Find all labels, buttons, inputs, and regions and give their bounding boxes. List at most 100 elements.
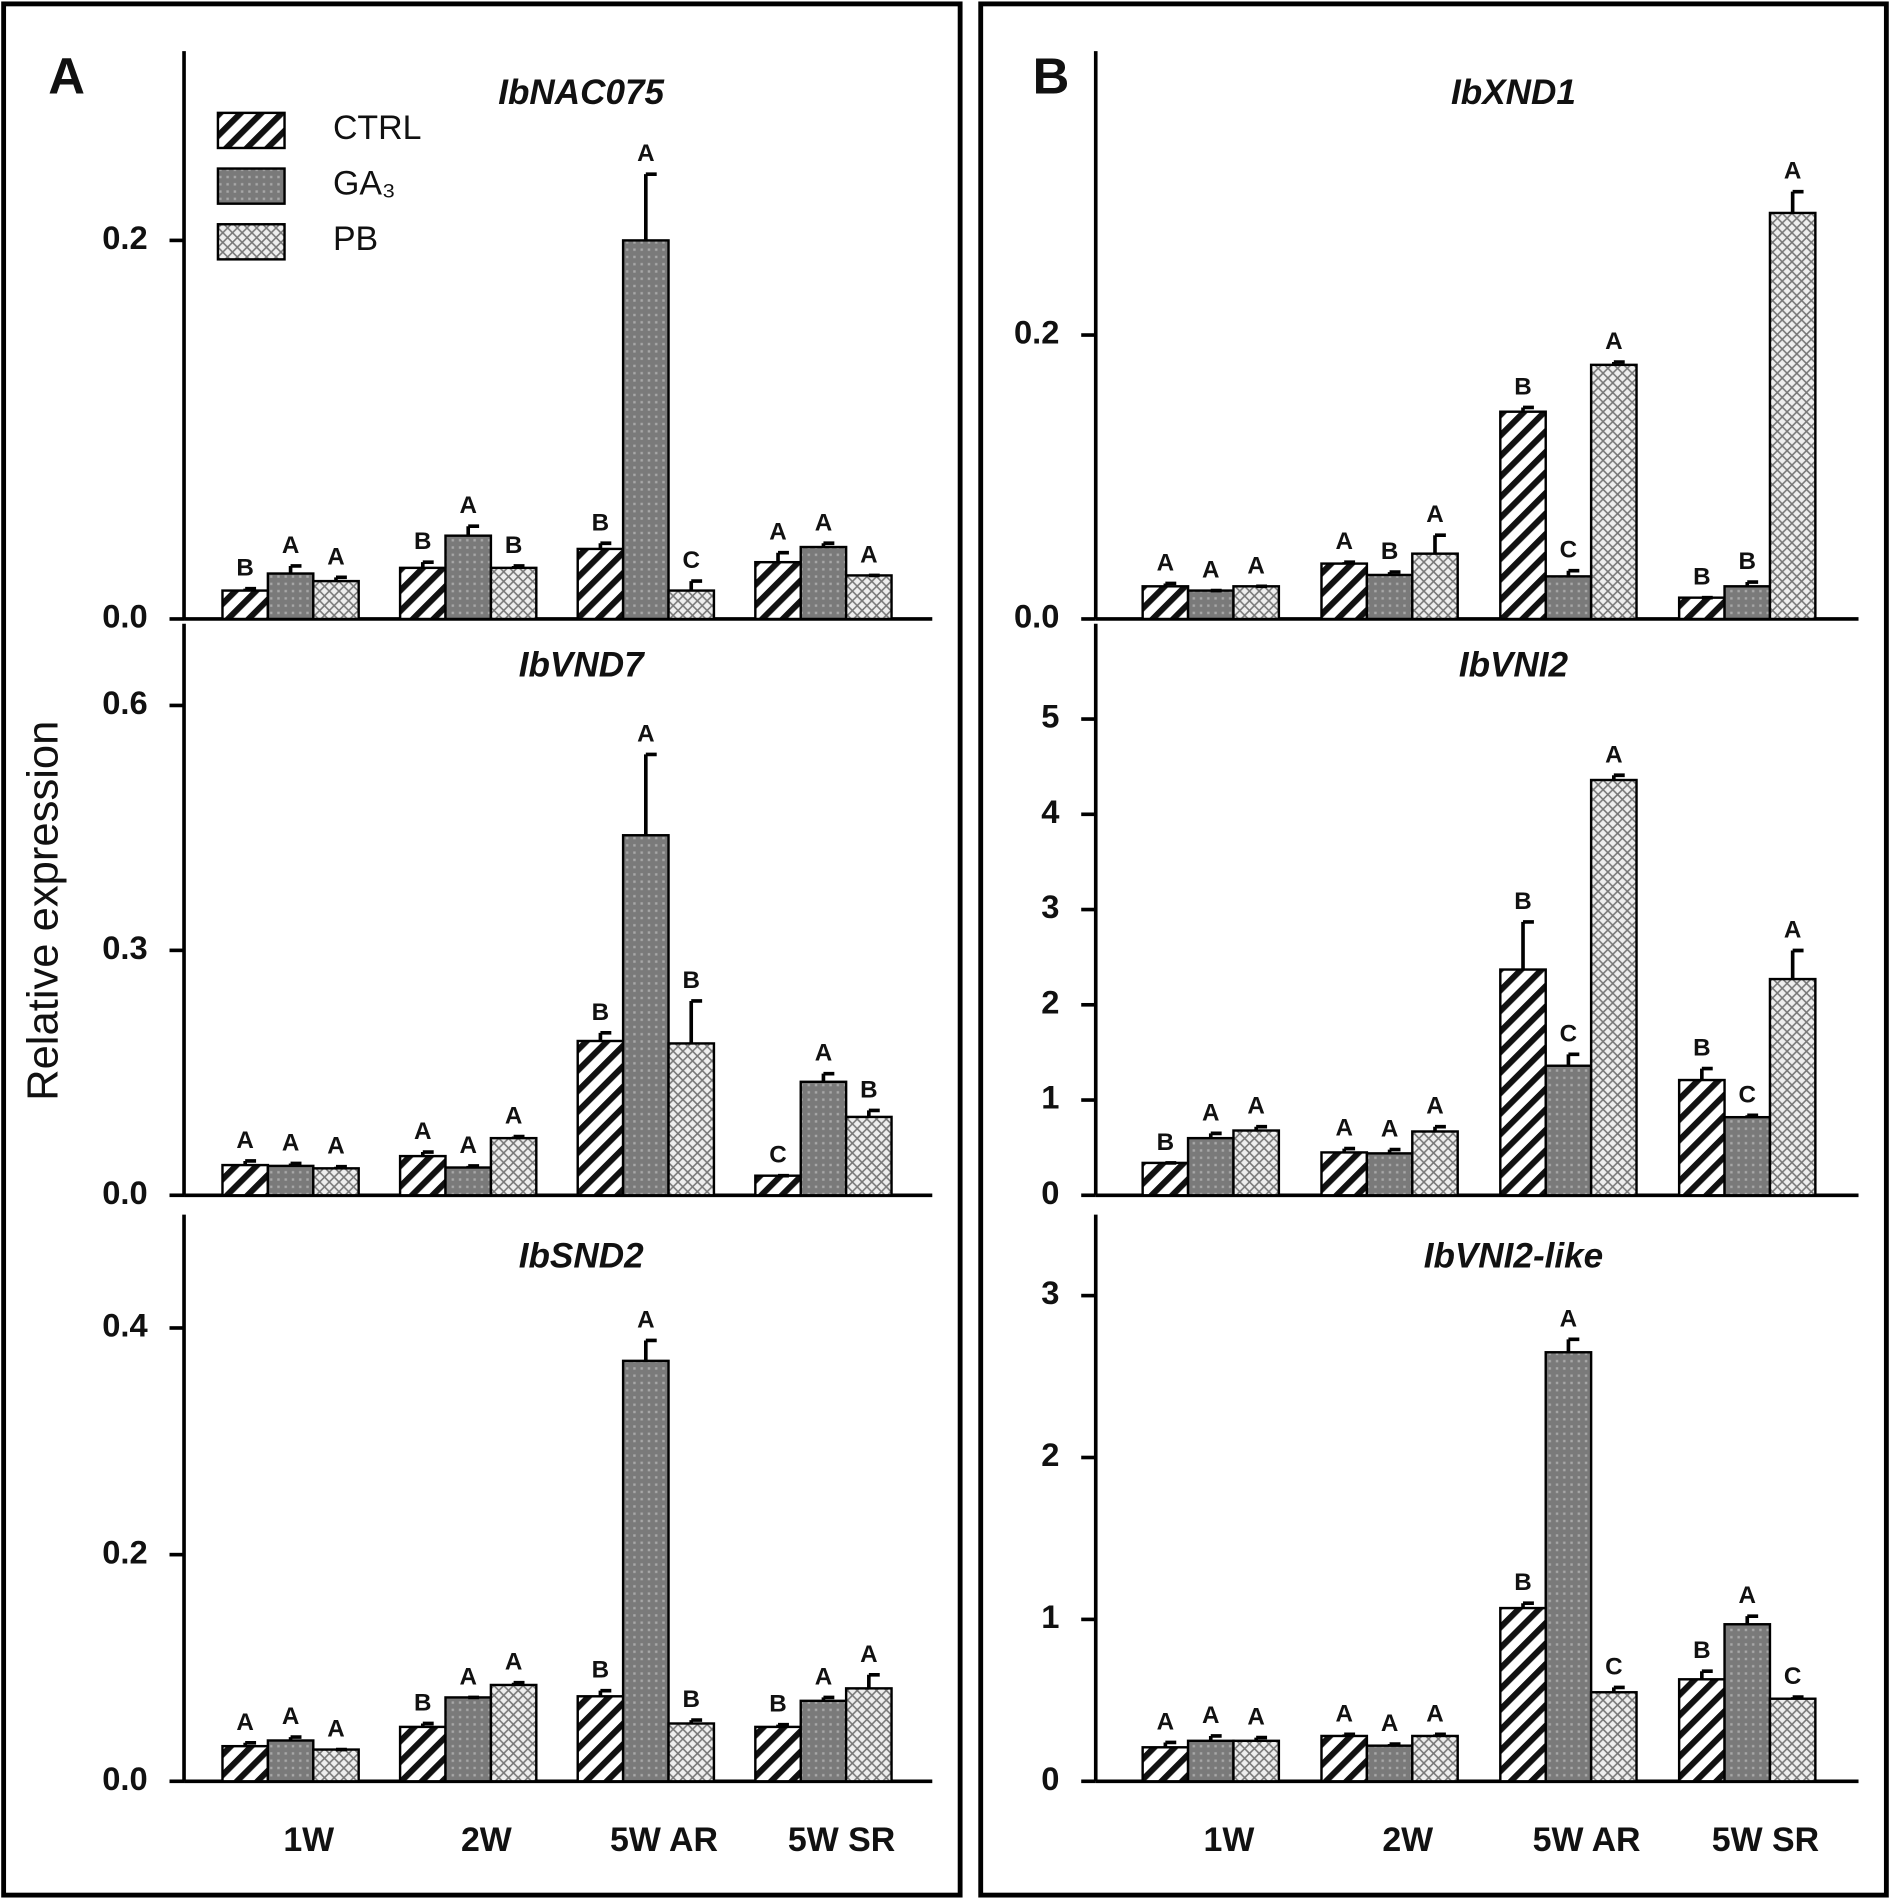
error-bar (1745, 580, 1759, 587)
significance-letter: A (414, 1118, 431, 1145)
bar (621, 1359, 670, 1783)
bar (312, 1748, 360, 1783)
error-bar (598, 1688, 612, 1697)
y-tick-label: 0.0 (102, 1760, 147, 1797)
bar (1186, 1136, 1235, 1197)
error-bar (1790, 948, 1804, 980)
bar (398, 1154, 447, 1197)
error-bar (511, 1680, 525, 1685)
error-bar (1612, 1685, 1625, 1693)
bar (576, 1039, 625, 1197)
bar (266, 572, 315, 621)
error-bar (1208, 1734, 1222, 1741)
significance-letter: B (1381, 538, 1398, 565)
significance-letter: A (1202, 1099, 1219, 1126)
error-bar (689, 579, 703, 591)
error-bar (689, 999, 703, 1044)
significance-letter: B (1514, 373, 1531, 400)
bar (1768, 1697, 1817, 1783)
significance-letter: A (1381, 1710, 1398, 1737)
bar (1365, 1152, 1414, 1197)
error-bar (776, 1722, 789, 1727)
significance-letter: B (1514, 888, 1531, 915)
bar (1544, 1351, 1593, 1783)
panel-label: A (48, 48, 85, 105)
error-bar (334, 575, 347, 582)
significance-letter: A (327, 1133, 344, 1160)
error-bar (1790, 189, 1804, 213)
panel-label: B (1033, 48, 1070, 105)
significance-letter: C (1605, 1653, 1622, 1680)
error-bar (1342, 1146, 1356, 1153)
significance-letter: C (1560, 1020, 1577, 1047)
error-bar (1387, 1147, 1401, 1154)
significance-letter: B (592, 999, 609, 1026)
error-bar (1342, 1732, 1356, 1737)
bar (221, 1744, 270, 1783)
bar (1141, 585, 1190, 621)
legend-swatch (216, 167, 286, 205)
significance-letter: B (505, 532, 522, 559)
error-bar (644, 752, 657, 836)
bar (1365, 573, 1414, 621)
legend-swatch (216, 111, 286, 150)
significance-letter: A (637, 720, 654, 747)
error-bar (243, 1159, 257, 1166)
bar (312, 579, 360, 621)
significance-letter: A (860, 541, 877, 568)
significance-letter: A (1739, 1582, 1756, 1609)
error-bar (1433, 533, 1446, 554)
x-tick-label: 2W (1382, 1821, 1433, 1859)
significance-letter: C (769, 1142, 786, 1169)
significance-letter: A (1335, 1115, 1352, 1142)
error-bar (821, 541, 835, 548)
significance-letter: B (682, 967, 699, 994)
bar (621, 834, 670, 1197)
bar (1677, 1078, 1726, 1197)
error-bar (420, 560, 434, 568)
error-bar (1790, 1695, 1804, 1699)
error-bar (1566, 1337, 1580, 1353)
significance-letter: B (860, 1076, 877, 1103)
error-bar (1163, 1740, 1177, 1748)
y-tick-label: 0.0 (102, 598, 147, 635)
bar (1411, 552, 1459, 621)
bar (221, 1163, 270, 1197)
significance-letter: A (1247, 1704, 1264, 1731)
significance-letter: A (1784, 158, 1801, 185)
bar (1186, 589, 1235, 621)
bar (489, 1683, 538, 1783)
significance-letter: A (282, 532, 299, 559)
bar (799, 1080, 848, 1197)
significance-letter: A (1157, 1708, 1174, 1735)
error-bar (511, 564, 525, 568)
significance-letter: C (1739, 1081, 1756, 1108)
error-bar (598, 1031, 612, 1041)
error-bar (821, 1695, 835, 1701)
significance-letter: A (1784, 917, 1801, 944)
error-bar (288, 1735, 302, 1741)
error-bar (1208, 1131, 1222, 1139)
error-bar (1700, 1669, 1713, 1680)
bar (799, 545, 848, 621)
significance-letter: A (1335, 528, 1352, 555)
chart-title: IbVNI2 (1459, 646, 1569, 685)
bar (444, 1696, 493, 1783)
bar (1365, 1744, 1414, 1783)
error-bar (644, 172, 657, 241)
bar (1768, 211, 1817, 621)
bar (1411, 1130, 1459, 1197)
error-bar (288, 564, 302, 574)
bar (1589, 1691, 1638, 1783)
significance-letter: B (1693, 1637, 1710, 1664)
bar (1544, 575, 1593, 621)
y-tick-label: 1 (1041, 1598, 1059, 1635)
significance-letter: B (1157, 1129, 1174, 1156)
bar (844, 574, 893, 621)
bar (1589, 363, 1638, 621)
bar (1723, 585, 1772, 621)
significance-letter: A (637, 1306, 654, 1333)
error-bar (776, 550, 789, 563)
bar (1320, 562, 1369, 621)
